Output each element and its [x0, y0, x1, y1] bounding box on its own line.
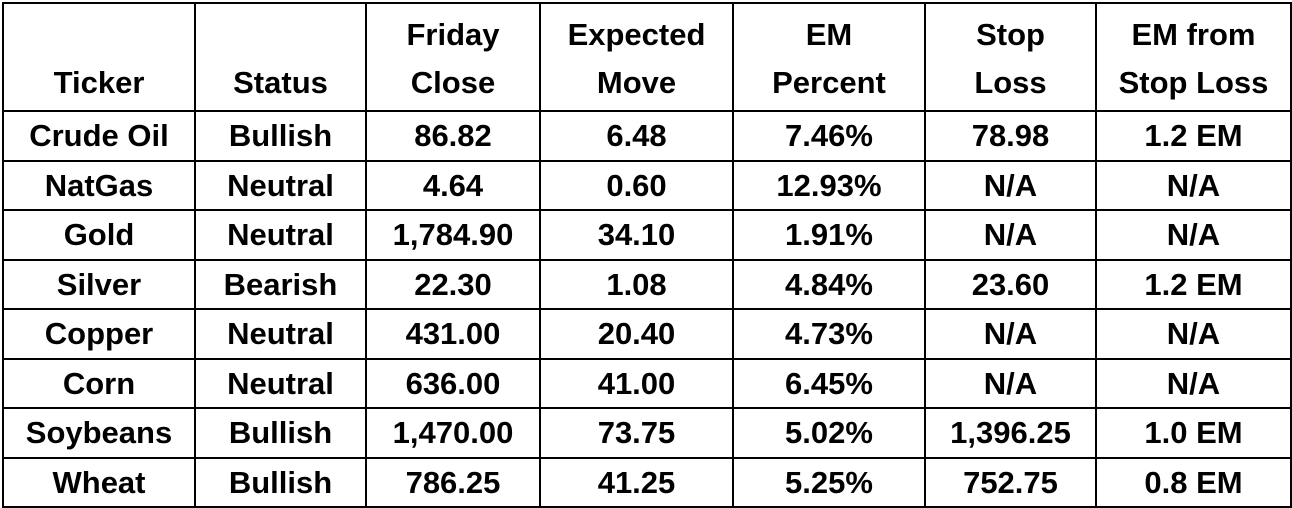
cell-stop-loss: N/A — [924, 209, 1097, 261]
cell-em-from-stop-loss: 1.0 EM — [1095, 407, 1292, 459]
cell-em-percent: 4.73% — [732, 308, 926, 360]
cell-em-from-stop-loss: 1.2 EM — [1095, 258, 1292, 310]
cell-friday-close: 22.30 — [365, 258, 541, 310]
cell-friday-close: 431.00 — [365, 308, 541, 360]
cell-expected-move: 20.40 — [539, 308, 734, 360]
cell-status: Bullish — [194, 456, 367, 508]
cell-em-from-stop-loss: 1.2 EM — [1095, 110, 1292, 162]
table-row: Gold Neutral 1,784.90 34.10 1.91% N/A N/… — [2, 209, 1292, 261]
header-row: Ticker Status Friday Close Expected Move E… — [2, 2, 1292, 112]
cell-status: Bullish — [194, 407, 367, 459]
table-row: Silver Bearish 22.30 1.08 4.84% 23.60 1.… — [2, 258, 1292, 310]
cell-em-percent: 5.02% — [732, 407, 926, 459]
cell-ticker: Soybeans — [2, 407, 196, 459]
table-row: Copper Neutral 431.00 20.40 4.73% N/A N/… — [2, 308, 1292, 360]
cell-stop-loss: 1,396.25 — [924, 407, 1097, 459]
cell-em-percent: 7.46% — [732, 110, 926, 162]
cell-stop-loss: 752.75 — [924, 456, 1097, 508]
cell-em-percent: 1.91% — [732, 209, 926, 261]
cell-expected-move: 73.75 — [539, 407, 734, 459]
cell-ticker: Corn — [2, 357, 196, 409]
cell-stop-loss: 23.60 — [924, 258, 1097, 310]
header-status: Status — [194, 2, 367, 112]
cell-em-from-stop-loss: N/A — [1095, 159, 1292, 211]
header-stop-loss: Stop Loss — [924, 2, 1097, 112]
cell-friday-close: 1,784.90 — [365, 209, 541, 261]
cell-em-from-stop-loss: 0.8 EM — [1095, 456, 1292, 508]
header-em-from-stop-loss: EM from Stop Loss — [1095, 2, 1292, 112]
cell-status: Neutral — [194, 159, 367, 211]
cell-expected-move: 34.10 — [539, 209, 734, 261]
cell-em-percent: 5.25% — [732, 456, 926, 508]
cell-status: Neutral — [194, 209, 367, 261]
table-body: Crude Oil Bullish 86.82 6.48 7.46% 78.98… — [2, 110, 1292, 508]
cell-stop-loss: 78.98 — [924, 110, 1097, 162]
cell-friday-close: 1,470.00 — [365, 407, 541, 459]
cell-expected-move: 41.25 — [539, 456, 734, 508]
cell-ticker: Copper — [2, 308, 196, 360]
table-row: Wheat Bullish 786.25 41.25 5.25% 752.75 … — [2, 456, 1292, 508]
cell-em-percent: 6.45% — [732, 357, 926, 409]
cell-em-from-stop-loss: N/A — [1095, 357, 1292, 409]
cell-stop-loss: N/A — [924, 357, 1097, 409]
cell-em-percent: 4.84% — [732, 258, 926, 310]
header-expected-move: Expected Move — [539, 2, 734, 112]
cell-friday-close: 636.00 — [365, 357, 541, 409]
cell-friday-close: 86.82 — [365, 110, 541, 162]
table-row: Crude Oil Bullish 86.82 6.48 7.46% 78.98… — [2, 110, 1292, 162]
cell-em-from-stop-loss: N/A — [1095, 308, 1292, 360]
header-ticker: Ticker — [2, 2, 196, 112]
cell-status: Bearish — [194, 258, 367, 310]
table-row: NatGas Neutral 4.64 0.60 12.93% N/A N/A — [2, 159, 1292, 211]
header-em-percent: EM Percent — [732, 2, 926, 112]
cell-expected-move: 41.00 — [539, 357, 734, 409]
cell-expected-move: 1.08 — [539, 258, 734, 310]
table-header: Ticker Status Friday Close Expected Move E… — [2, 2, 1292, 112]
cell-ticker: Crude Oil — [2, 110, 196, 162]
cell-expected-move: 0.60 — [539, 159, 734, 211]
cell-stop-loss: N/A — [924, 159, 1097, 211]
cell-em-percent: 12.93% — [732, 159, 926, 211]
table-row: Soybeans Bullish 1,470.00 73.75 5.02% 1,… — [2, 407, 1292, 459]
cell-friday-close: 4.64 — [365, 159, 541, 211]
cell-ticker: Gold — [2, 209, 196, 261]
cell-ticker: NatGas — [2, 159, 196, 211]
cell-status: Bullish — [194, 110, 367, 162]
cell-status: Neutral — [194, 357, 367, 409]
header-friday-close: Friday Close — [365, 2, 541, 112]
cell-em-from-stop-loss: N/A — [1095, 209, 1292, 261]
cell-ticker: Wheat — [2, 456, 196, 508]
cell-stop-loss: N/A — [924, 308, 1097, 360]
cell-expected-move: 6.48 — [539, 110, 734, 162]
cell-status: Neutral — [194, 308, 367, 360]
cell-ticker: Silver — [2, 258, 196, 310]
table-row: Corn Neutral 636.00 41.00 6.45% N/A N/A — [2, 357, 1292, 409]
cell-friday-close: 786.25 — [365, 456, 541, 508]
